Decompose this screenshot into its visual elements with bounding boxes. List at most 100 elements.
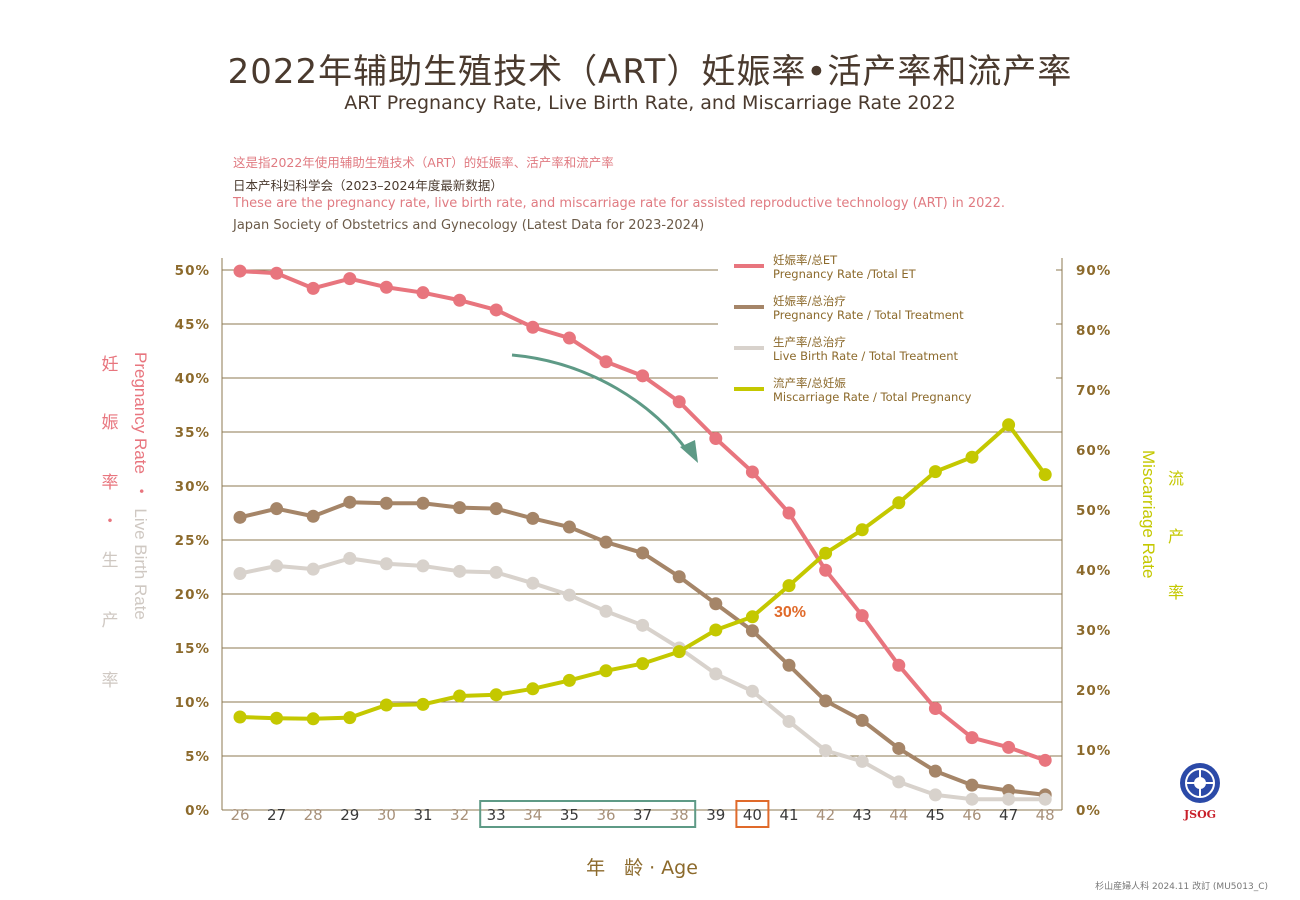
left-tick-label: 45% bbox=[175, 317, 210, 333]
left-axis-cn-char-3: 率 bbox=[102, 473, 119, 493]
left-axis-title-en: Pregnancy Rate ・ Live Birth Rate bbox=[131, 352, 150, 620]
series-0-point bbox=[416, 286, 430, 300]
series-3-point bbox=[636, 657, 650, 671]
series-3-point bbox=[855, 523, 869, 537]
trend-arrow bbox=[511, 353, 698, 463]
legend-label-en: Live Birth Rate / Total Treatment bbox=[773, 349, 958, 363]
series-0-point bbox=[745, 465, 759, 479]
series-2-point bbox=[782, 714, 796, 728]
left-axis-en-pregnancy: Pregnancy Rate bbox=[131, 352, 150, 474]
x-tick-label: 29 bbox=[340, 806, 359, 824]
series-3-point bbox=[819, 546, 833, 560]
jsog-logo-text: JSOG bbox=[1183, 808, 1216, 821]
series-3-point bbox=[709, 623, 723, 637]
series-2-point bbox=[562, 588, 576, 602]
legend-label-en: Pregnancy Rate / Total Treatment bbox=[773, 308, 964, 322]
x-tick-label: 44 bbox=[889, 806, 908, 824]
x-tick-label: 26 bbox=[230, 806, 249, 824]
series-0-point bbox=[782, 506, 796, 520]
series-1-point bbox=[965, 778, 979, 792]
series-1-point bbox=[416, 496, 430, 510]
left-tick-label: 20% bbox=[175, 587, 210, 603]
series-0-point bbox=[270, 266, 284, 280]
series-2-point bbox=[636, 618, 650, 632]
series-1-point bbox=[745, 624, 759, 638]
left-tick-label: 40% bbox=[175, 371, 210, 387]
right-tick-label: 90% bbox=[1076, 263, 1111, 279]
jsog-logo: JSOG bbox=[1180, 763, 1220, 821]
series-0-point bbox=[819, 563, 833, 577]
page-title-cn: 2022年辅助生殖技术（ART）妊娠率•活产率和流产率 bbox=[227, 52, 1073, 92]
left-axis-cn-char-4: ・ bbox=[102, 512, 119, 532]
series-2-point bbox=[745, 684, 759, 698]
x-tick-label: 32 bbox=[450, 806, 469, 824]
x-tick-label: 37 bbox=[633, 806, 652, 824]
x-tick-label: 34 bbox=[523, 806, 542, 824]
x-tick-label: 38 bbox=[670, 806, 689, 824]
left-tick-label: 35% bbox=[175, 425, 210, 441]
x-tick-label: 39 bbox=[706, 806, 725, 824]
series-2-point bbox=[270, 559, 284, 573]
series-1-point bbox=[709, 597, 723, 611]
right-axis-title-cn: 流 产 率 bbox=[1168, 469, 1184, 602]
series-3-point bbox=[1002, 418, 1016, 432]
series-1-point bbox=[672, 570, 686, 584]
series-3-point bbox=[672, 645, 686, 659]
series-0-point bbox=[1038, 753, 1052, 767]
series-1-point bbox=[526, 511, 540, 525]
series-3-point bbox=[379, 698, 393, 712]
x-tick-label: 31 bbox=[413, 806, 432, 824]
left-axis-cn-char-1: 妊 bbox=[102, 355, 119, 375]
left-axis-en-livebirth: Live Birth Rate bbox=[131, 508, 150, 620]
series-1-point bbox=[270, 502, 284, 516]
right-axis-cn-char-2: 产 bbox=[1168, 527, 1184, 546]
series-1-point bbox=[562, 520, 576, 534]
description-line-1: 这是指2022年使用辅助生殖技术（ART）的妊娠率、活产率和流产率 bbox=[233, 155, 614, 170]
x-tick-label: 42 bbox=[816, 806, 835, 824]
series-3-point bbox=[1038, 468, 1052, 482]
legend-label-en: Miscarriage Rate / Total Pregnancy bbox=[773, 390, 972, 404]
series-2-point bbox=[599, 604, 613, 618]
series-2-point bbox=[233, 566, 247, 580]
series-0-point bbox=[599, 355, 613, 369]
series-0-point bbox=[526, 320, 540, 334]
series-3-point bbox=[270, 711, 284, 725]
x-axis-title: 年 龄 · Age bbox=[586, 857, 698, 879]
series-1-point bbox=[819, 694, 833, 708]
series-layer bbox=[233, 264, 1052, 806]
series-2-point bbox=[526, 576, 540, 590]
age-box-33-38 bbox=[479, 800, 697, 828]
legend-label-cn: 流产率/总妊娠 bbox=[773, 376, 846, 390]
series-0-point bbox=[1002, 740, 1016, 754]
left-tick-label: 30% bbox=[175, 479, 210, 495]
age-highlight-boxes bbox=[479, 800, 770, 828]
series-0-point bbox=[855, 609, 869, 623]
series-2-point bbox=[306, 562, 320, 576]
series-line-1 bbox=[239, 500, 1046, 797]
series-3-point bbox=[892, 496, 906, 510]
series-1-point bbox=[233, 510, 247, 524]
series-3-point bbox=[526, 682, 540, 696]
series-3-point bbox=[233, 710, 247, 724]
left-tick-label: 50% bbox=[175, 263, 210, 279]
series-3-point bbox=[928, 465, 942, 479]
left-tick-label: 10% bbox=[175, 695, 210, 711]
legend-bg bbox=[718, 252, 1056, 412]
legend-label-en: Pregnancy Rate /Total ET bbox=[773, 267, 917, 281]
series-2-point bbox=[892, 775, 906, 789]
series-2-point bbox=[819, 744, 833, 758]
right-tick-label: 30% bbox=[1076, 623, 1111, 639]
grid-layer bbox=[221, 258, 1063, 811]
series-3-point bbox=[416, 697, 430, 711]
series-2-point bbox=[1002, 792, 1016, 806]
legend-label-cn: 妊娠率/总ET bbox=[773, 253, 838, 267]
x-tick-label: 28 bbox=[304, 806, 323, 824]
right-tick-label: 80% bbox=[1076, 323, 1111, 339]
right-tick-label: 20% bbox=[1076, 683, 1111, 699]
x-tick-label: 43 bbox=[853, 806, 872, 824]
series-1-point bbox=[636, 546, 650, 560]
series-2-point bbox=[453, 564, 467, 578]
series-2-point bbox=[965, 792, 979, 806]
left-axis-cn-char-6: 产 bbox=[102, 611, 119, 631]
